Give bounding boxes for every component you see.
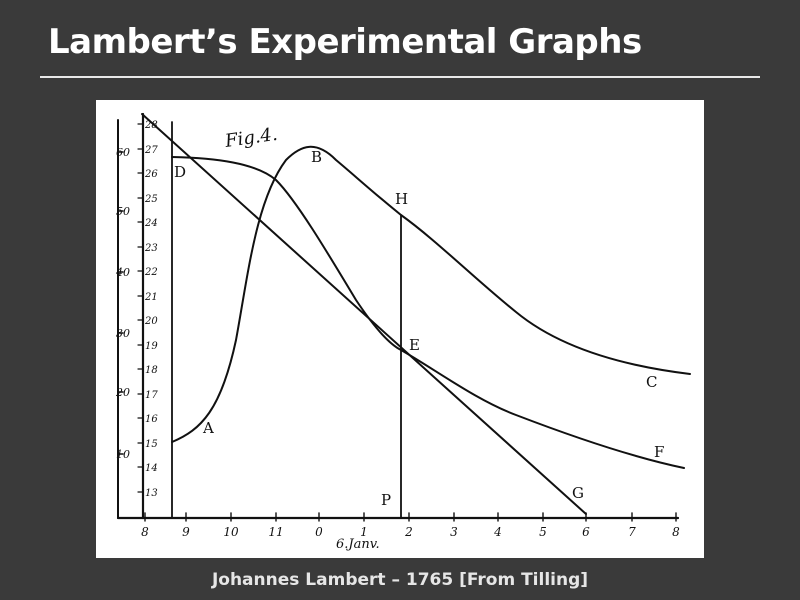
x-tick-label: 9 [182,525,190,539]
point-label-H: H [395,190,408,208]
inner-tick-label: 23 [144,243,158,254]
inner-tick-label: 16 [145,414,158,425]
x-tick-label: 2 [404,525,413,539]
x-tick-label: 1 [360,525,368,539]
x-tick-label: 10 [223,525,239,539]
slide-title: Lambert’s Experimental Graphs [48,22,642,62]
point-label-B: B [311,148,322,166]
x-tick-label: 8 [141,525,149,539]
inner-tick-label: 13 [145,488,158,499]
title-divider [40,76,760,78]
inner-tick-label: 20 [144,316,158,327]
x-tick-label: 4 [493,525,502,539]
outer-tick-label: 40 [115,266,130,279]
inner-tick-label: 25 [144,194,158,205]
curve-DEF [171,156,685,469]
outer-tick-label: 10 [116,448,130,461]
point-label-C: C [646,373,657,391]
x-tick-label: 8 [672,525,680,539]
x-axis-caption: 6.Janv. [336,537,380,552]
point-label-E: E [409,336,420,354]
inner-tick-label: 24 [144,218,158,229]
x-tick-label: 0 [315,525,323,539]
outer-tick-label: 50 [116,205,130,218]
x-tick-label: 3 [450,525,458,539]
inner-tick-label: 15 [145,439,158,450]
inner-tick-label: 17 [145,390,158,401]
x-tick-label: 6 [582,525,590,539]
inner-tick-label: 19 [145,341,158,352]
outer-tick-label: 30 [116,327,130,340]
point-label-D: D [174,163,186,181]
inner-tick-label: 27 [144,145,158,156]
lambert-figure: Fig.4. 60 50 40 30 20 10 28 27 26 25 24 … [96,100,704,558]
x-tick-label: 11 [268,525,283,539]
inner-tick-label: 22 [144,267,158,278]
inner-tick-label: 28 [144,120,158,131]
line-DG [141,113,587,515]
x-tick-label: 5 [539,525,547,539]
curve-ABC [171,145,691,443]
point-label-A: A [202,419,214,437]
figure-drawing: Fig.4. 60 50 40 30 20 10 28 27 26 25 24 … [115,112,691,552]
point-label-F: F [654,443,664,461]
inner-tick-label: 26 [144,169,158,180]
point-label-G: G [572,484,584,502]
fig-label: Fig.4. [223,124,279,152]
outer-tick-label: 60 [116,146,130,159]
inner-tick-label: 14 [145,463,158,474]
x-tick-label: 7 [628,525,636,539]
outer-tick-label: 20 [115,386,130,399]
point-label-P: P [381,491,391,509]
inner-tick-label: 18 [145,365,158,376]
slide-caption: Johannes Lambert – 1765 [From Tilling] [211,570,589,590]
inner-tick-label: 21 [144,292,158,303]
